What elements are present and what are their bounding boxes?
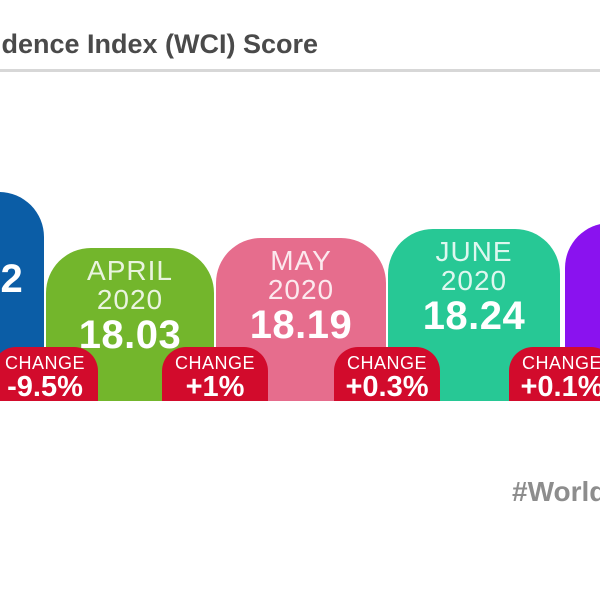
change-badge-may-june: CHANGE +0.3% bbox=[334, 347, 440, 403]
bar-value: 18.19 bbox=[249, 303, 353, 347]
hashtag-text: #WorldConfidenceIndex bbox=[512, 476, 600, 507]
title-divider bbox=[0, 69, 600, 72]
month-name: MAY bbox=[270, 245, 332, 276]
change-value: +1% bbox=[185, 371, 245, 403]
bar-month-label: MAY 2020 bbox=[268, 246, 334, 304]
change-value: -9.5% bbox=[7, 371, 83, 403]
page-title: World Confidence Index (WCI) Score bbox=[0, 29, 319, 59]
change-badge-march-april: CHANGE -9.5% bbox=[0, 347, 98, 403]
bar-value: 18.03 bbox=[78, 313, 182, 357]
change-label: CHANGE bbox=[4, 353, 85, 373]
month-year: 2020 bbox=[267, 274, 335, 305]
month-year: 2020 bbox=[96, 284, 164, 315]
change-value: +0.1% bbox=[520, 371, 600, 403]
change-value: +0.3% bbox=[345, 371, 429, 403]
change-badge-june-july: CHANGE +0.1% bbox=[509, 347, 600, 403]
month-name: JUNE bbox=[435, 236, 513, 267]
bar-month-label: APRIL 2020 bbox=[87, 256, 173, 314]
month-name: APRIL bbox=[87, 255, 173, 286]
bar-value: 19.92 bbox=[0, 257, 24, 301]
change-label: CHANGE bbox=[174, 353, 255, 373]
change-label: CHANGE bbox=[346, 353, 427, 373]
bar-month-label: JUNE 2020 bbox=[435, 237, 512, 295]
change-label: CHANGE bbox=[521, 353, 600, 373]
change-badge-april-may: CHANGE +1% bbox=[162, 347, 268, 403]
bar-value: 18.24 bbox=[422, 294, 526, 338]
month-year: 2020 bbox=[440, 265, 508, 296]
